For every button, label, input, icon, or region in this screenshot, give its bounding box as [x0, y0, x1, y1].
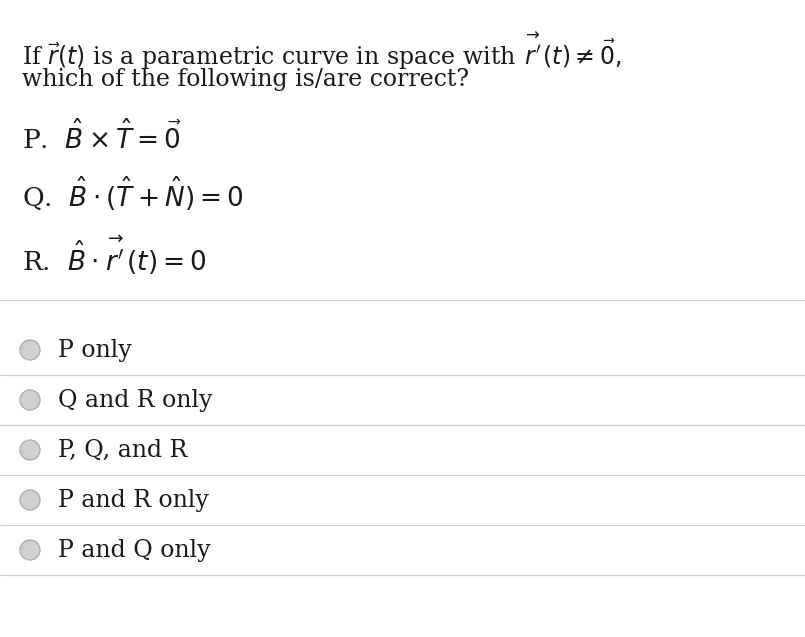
Text: which of the following is/are correct?: which of the following is/are correct? — [22, 68, 469, 91]
Text: P.  $\hat{B} \times \hat{T} = \vec{0}$: P. $\hat{B} \times \hat{T} = \vec{0}$ — [22, 120, 182, 154]
Text: P only: P only — [58, 338, 132, 362]
Text: If $\vec{r}(t)$ is a parametric curve in space with $\overset{\rightarrow}{r^{\p: If $\vec{r}(t)$ is a parametric curve in… — [22, 30, 621, 72]
Text: R.  $\hat{B} \cdot \overset{\rightarrow}{r^{\prime}}(t) = 0$: R. $\hat{B} \cdot \overset{\rightarrow}{… — [22, 233, 207, 276]
Ellipse shape — [20, 340, 40, 360]
Ellipse shape — [20, 440, 40, 460]
Text: P, Q, and R: P, Q, and R — [58, 438, 188, 461]
Ellipse shape — [20, 540, 40, 560]
Ellipse shape — [20, 490, 40, 510]
Text: Q.  $\hat{B} \cdot (\hat{T} + \hat{N}) = 0$: Q. $\hat{B} \cdot (\hat{T} + \hat{N}) = … — [22, 175, 244, 213]
Ellipse shape — [20, 390, 40, 410]
Text: P and R only: P and R only — [58, 489, 208, 512]
Text: Q and R only: Q and R only — [58, 389, 213, 412]
Text: P and Q only: P and Q only — [58, 538, 211, 561]
